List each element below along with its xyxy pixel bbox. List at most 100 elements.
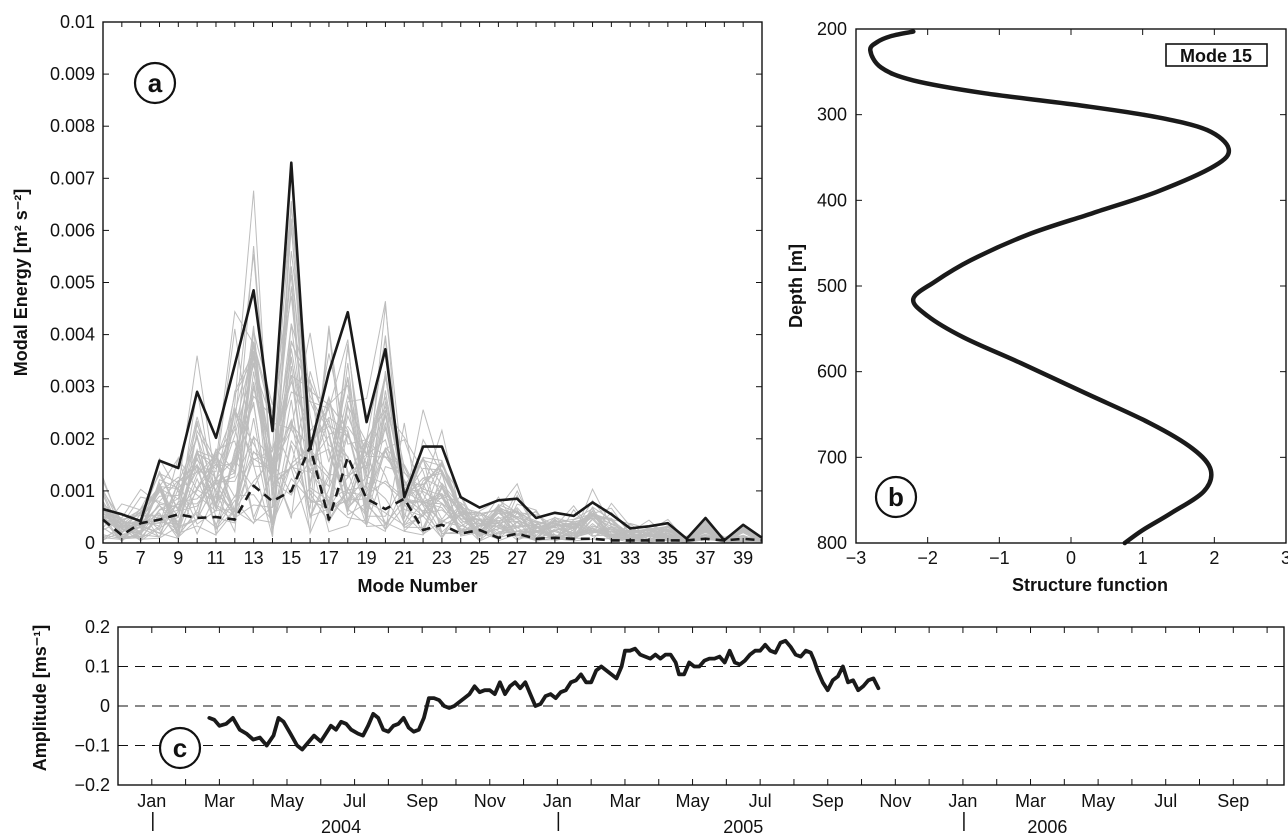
panel-label-circle <box>158 726 202 770</box>
x-tick-label: 25 <box>470 548 490 568</box>
x-tick-label: 37 <box>695 548 715 568</box>
background-realizations <box>102 190 763 544</box>
x-tick-label: Jan <box>137 791 166 811</box>
background-line <box>102 204 763 543</box>
year-label: 2004 <box>321 817 361 836</box>
y-tick-label: 0.007 <box>50 168 95 188</box>
x-tick-label: 39 <box>733 548 753 568</box>
x-tick-label: 17 <box>319 548 339 568</box>
mode-annotation: Mode 15 <box>1180 46 1252 66</box>
y-tick-label: 0.2 <box>85 617 110 637</box>
background-line <box>102 342 763 542</box>
y-tick-label: 0.008 <box>50 116 95 136</box>
panel-label: b <box>888 482 904 512</box>
x-tick-label: 33 <box>620 548 640 568</box>
x-tick-label: 31 <box>583 548 603 568</box>
y-tick-label: 200 <box>817 19 847 39</box>
background-line <box>102 339 763 542</box>
x-tick-label: 0 <box>1066 548 1076 568</box>
x-tick-label: −2 <box>917 548 938 568</box>
background-line <box>102 380 763 543</box>
amplitude-line <box>207 638 881 752</box>
x-tick-label: Jan <box>543 791 572 811</box>
x-tick-label: Sep <box>812 791 844 811</box>
background-line <box>102 347 763 543</box>
year-label: 2006 <box>1027 817 1067 836</box>
x-tick-label: 2 <box>1209 548 1219 568</box>
y-tick-label: 800 <box>817 533 847 553</box>
x-tick-label: 7 <box>136 548 146 568</box>
x-tick-label: 19 <box>357 548 377 568</box>
x-tick-label: 21 <box>394 548 414 568</box>
panel-label-circle <box>133 61 177 105</box>
panel-c: 0.2 0.1 0 −0.1 −0.2 Jan Mar May Jul Sep Nov Jan Mar M… <box>30 617 1285 836</box>
background-line <box>102 335 763 544</box>
structure-function-line <box>868 29 1232 546</box>
x-tick-label: 27 <box>507 548 527 568</box>
x-tick-label: Jan <box>948 791 977 811</box>
y-tick-label: 0.006 <box>50 220 95 240</box>
x-tick-label: Jul <box>749 791 772 811</box>
y-tick-label: 0.001 <box>50 481 95 501</box>
x-axis-label: Mode Number <box>357 576 477 596</box>
x-tick-label: 5 <box>98 548 108 568</box>
x-tick-label: 35 <box>658 548 678 568</box>
panel-b: −3 −2 −1 0 1 2 3 200 300 400 500 600 700 800 Structure… <box>786 19 1288 595</box>
x-tick-label: Nov <box>474 791 506 811</box>
x-axis-label: Structure function <box>1012 575 1168 595</box>
background-line <box>102 359 763 543</box>
x-tick-label: Sep <box>1217 791 1249 811</box>
x-tick-label: Mar <box>609 791 640 811</box>
background-line <box>102 419 763 544</box>
x-tick-label: Mar <box>1015 791 1046 811</box>
x-tick-label: May <box>1081 791 1115 811</box>
y-tick-label: 600 <box>817 362 847 382</box>
x-tick-label: Jul <box>343 791 366 811</box>
x-tick-label: May <box>270 791 304 811</box>
y-tick-label: 0.005 <box>50 273 95 293</box>
y-tick-label: 0.1 <box>85 657 110 677</box>
x-tick-label: Nov <box>879 791 911 811</box>
y-tick-label: 400 <box>817 190 847 210</box>
x-tick-label: −1 <box>989 548 1010 568</box>
x-tick-label: May <box>676 791 710 811</box>
series-line-dashed <box>102 445 763 542</box>
x-tick-label: −3 <box>846 548 867 568</box>
series-line-solid <box>102 161 763 542</box>
annotation-box <box>1165 43 1268 67</box>
y-axis-label: Amplitude [ms⁻¹] <box>30 625 50 772</box>
panel-label: c <box>173 733 187 763</box>
y-tick-label: 0.004 <box>50 325 95 345</box>
background-line <box>102 350 763 544</box>
panel-a: 5 7 9 11 13 15 17 19 21 23 25 27 29 31 33 35 37 39 0 0.001 0… <box>11 12 763 596</box>
y-tick-label: 0 <box>100 696 110 716</box>
x-tick-label: Jul <box>1154 791 1177 811</box>
x-tick-label: 11 <box>207 548 226 568</box>
y-tick-label: 0.01 <box>60 12 95 32</box>
y-tick-label: 0.009 <box>50 64 95 84</box>
y-tick-label: 300 <box>817 105 847 125</box>
x-tick-label: 1 <box>1138 548 1148 568</box>
y-tick-label: 0.003 <box>50 377 95 397</box>
x-tick-label: 3 <box>1281 548 1288 568</box>
y-tick-label: 0.002 <box>50 429 95 449</box>
background-line <box>102 190 763 542</box>
year-label: 2005 <box>723 817 763 836</box>
x-tick-label: 23 <box>432 548 452 568</box>
y-axis-label: Depth [m] <box>786 244 806 328</box>
panel-label-circle <box>874 475 918 519</box>
x-tick-label: 13 <box>244 548 264 568</box>
y-tick-label: −0.1 <box>74 736 110 756</box>
x-tick-label: Sep <box>406 791 438 811</box>
background-line <box>102 245 763 543</box>
panel-label: a <box>148 68 163 98</box>
y-tick-label: 0 <box>85 533 95 553</box>
y-axis-label: Modal Energy [m² s⁻²] <box>11 189 31 377</box>
background-line <box>102 363 763 543</box>
x-tick-label: 9 <box>173 548 183 568</box>
y-tick-label: −0.2 <box>74 775 110 795</box>
background-line <box>102 362 763 543</box>
background-line <box>102 266 763 542</box>
x-tick-label: 15 <box>281 548 301 568</box>
